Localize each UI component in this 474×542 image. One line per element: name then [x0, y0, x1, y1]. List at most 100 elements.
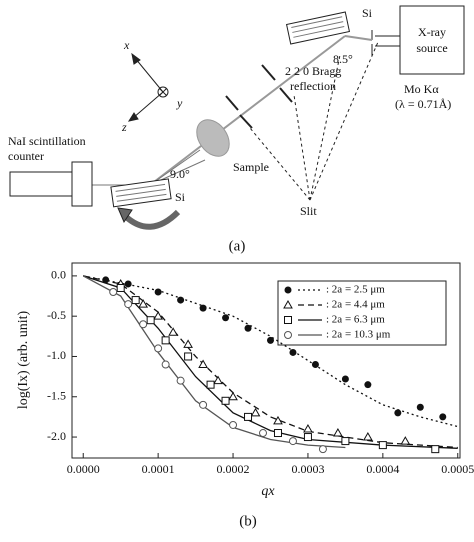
label: X-ray [418, 25, 446, 39]
data-point [378, 441, 387, 450]
data-point [124, 300, 133, 309]
data-point [124, 280, 132, 288]
legend-label: : 2a = 10.3 μm [326, 329, 391, 341]
legend-label: : 2a = 2.5 μm [326, 284, 385, 296]
legend-marker [284, 286, 292, 294]
label: (λ = 0.71Å) [395, 97, 451, 111]
y-tick-label: -1.0 [47, 348, 66, 362]
y-axis-label: log(Ix) (arb. unit) [16, 310, 31, 409]
si-top-crystal [285, 11, 351, 45]
label: z [121, 120, 127, 134]
data-point [273, 415, 283, 425]
data-point [222, 314, 230, 322]
data-point [431, 445, 440, 454]
x-tick-label: 0.0002 [217, 462, 250, 476]
data-point [176, 376, 185, 385]
label: Slit [300, 204, 317, 218]
slit-bar [225, 64, 293, 129]
label: 2 2 0 Bragg [285, 64, 341, 78]
si-bottom-crystal [110, 178, 172, 208]
sample [196, 119, 230, 157]
label: NaI scintillation [8, 134, 86, 148]
y-tick-label: -0.5 [47, 308, 66, 322]
label: 8.5° [333, 52, 353, 66]
data-point [154, 288, 162, 296]
x-tick-label: 0.0003 [291, 462, 324, 476]
panel-label: (b) [239, 513, 257, 529]
x-axis-label: qx [261, 484, 275, 499]
beam [344, 35, 373, 41]
plot-frame [71, 262, 461, 459]
data-point [161, 336, 170, 345]
label: x [123, 38, 130, 52]
data-point [363, 432, 373, 441]
data-point [333, 428, 343, 437]
label: Mo Kα [404, 82, 439, 96]
y-symbol [159, 88, 167, 96]
x-arrow [134, 57, 164, 93]
data-point [266, 336, 274, 344]
label: reflection [290, 79, 336, 93]
data-point [341, 437, 350, 446]
panel-label: (a) [229, 238, 246, 254]
data-point [221, 396, 230, 405]
source-slit [371, 30, 400, 56]
fit-line [83, 275, 458, 428]
data-point [109, 288, 118, 297]
data-point [206, 380, 215, 389]
label: Sample [233, 160, 269, 174]
data-point [259, 429, 268, 438]
x-tick-label: 0.0001 [142, 462, 175, 476]
data-point [199, 400, 208, 409]
data-point [116, 283, 125, 292]
source-box [399, 5, 465, 75]
data-point [288, 437, 297, 446]
data-point [364, 381, 372, 389]
data-point [153, 311, 164, 320]
data-point [250, 407, 261, 417]
beam [149, 35, 346, 186]
arrow-head [117, 207, 133, 224]
y-tick-label: -1.5 [47, 389, 66, 403]
legend [277, 280, 447, 346]
data-point [131, 296, 140, 305]
data-point [184, 352, 193, 361]
z-arrow [132, 91, 164, 119]
data-point [439, 413, 447, 421]
data-point [289, 348, 297, 356]
detector [71, 161, 93, 207]
data-point [303, 423, 313, 433]
label: y [176, 96, 183, 110]
data-point [400, 436, 411, 445]
data-point [341, 375, 349, 383]
diagram [9, 5, 465, 230]
data-point [198, 359, 208, 369]
arrow-head [131, 52, 141, 65]
arrow-head [127, 112, 139, 122]
legend-marker [284, 316, 292, 324]
data-point [154, 344, 163, 353]
legend-marker [284, 331, 292, 339]
x-tick-label: 0.0005 [441, 462, 474, 476]
legend-label: : 2a = 6.3 μm [326, 314, 385, 326]
data-point [244, 412, 253, 421]
data-point [311, 361, 319, 369]
data-point [213, 375, 223, 385]
data-point [318, 445, 327, 454]
x-tick-label: 0.0000 [67, 462, 100, 476]
data-point [228, 391, 238, 401]
data-point [177, 296, 185, 304]
label: 9.0° [170, 167, 190, 181]
data-point [244, 324, 252, 332]
label: Si [175, 190, 186, 204]
legend-label: : 2a = 4.4 μm [326, 299, 385, 311]
y-tick-label: -2.0 [47, 429, 66, 443]
data-point [273, 429, 282, 438]
data-point [183, 339, 193, 348]
data-point [416, 403, 424, 411]
rotation-arrow [121, 209, 181, 230]
x-tick-label: 0.0004 [366, 462, 399, 476]
slit-pointer [249, 41, 379, 201]
legend-marker [283, 299, 293, 309]
